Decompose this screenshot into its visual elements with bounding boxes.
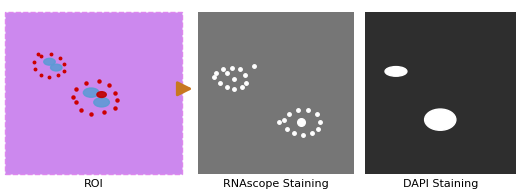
Ellipse shape — [83, 88, 99, 97]
FancyBboxPatch shape — [198, 12, 354, 174]
Text: ROI: ROI — [84, 179, 104, 189]
Text: DAPI Staining: DAPI Staining — [403, 179, 478, 189]
FancyBboxPatch shape — [5, 12, 182, 174]
Ellipse shape — [94, 98, 109, 107]
FancyBboxPatch shape — [365, 12, 516, 174]
Ellipse shape — [44, 58, 55, 65]
Ellipse shape — [51, 64, 62, 71]
Ellipse shape — [425, 109, 456, 130]
Text: RNAscope Staining: RNAscope Staining — [224, 179, 329, 189]
Ellipse shape — [385, 67, 407, 76]
Ellipse shape — [97, 92, 106, 97]
